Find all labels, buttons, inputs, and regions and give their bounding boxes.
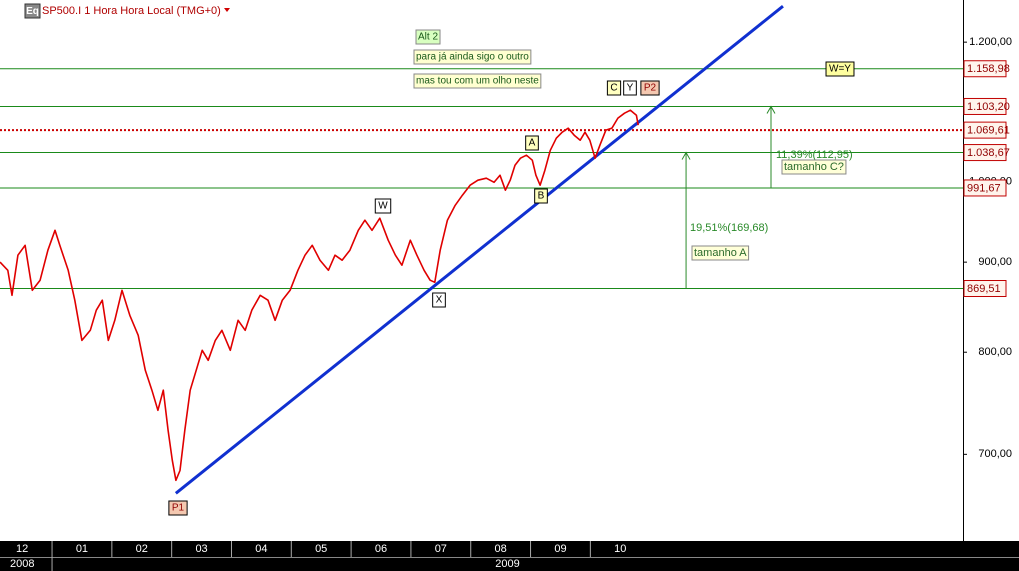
x-tick-label: 02 <box>136 543 148 555</box>
measure-label: 11,39%(112,95) <box>776 149 853 161</box>
wave-label: A <box>529 138 536 149</box>
wave-label-box <box>525 135 539 151</box>
note-box <box>413 73 542 89</box>
wave-label-box <box>534 188 548 204</box>
wave-label-box <box>374 198 392 214</box>
level-label: 869,51 <box>967 283 1001 295</box>
measure-note: tamanho C? <box>784 161 844 173</box>
wave-label: X <box>436 295 443 306</box>
y-tick-label: 800,00 <box>978 346 1012 358</box>
level-label-box <box>963 280 1007 298</box>
note-box <box>415 29 441 45</box>
level-label: 991,67 <box>967 182 1001 194</box>
x-tick-label: 10 <box>614 543 626 555</box>
measure-note: tamanho A <box>694 247 747 259</box>
arrow-head <box>681 151 691 160</box>
level-label: 1.158,98 <box>967 63 1010 75</box>
note: mas tou com um olho neste <box>416 76 539 87</box>
wave-label-box <box>168 500 188 516</box>
wave-label: Y <box>627 83 634 94</box>
x-tick-label: 01 <box>76 543 88 555</box>
level-label-box <box>963 144 1007 162</box>
measure-note-box <box>781 159 847 175</box>
level-label: 1.103,20 <box>967 101 1010 113</box>
x-tick-label: 08 <box>495 543 507 555</box>
wave-label: B <box>538 191 545 202</box>
note: Alt 2 <box>418 32 438 43</box>
note-box <box>413 49 532 65</box>
wave-label-box <box>606 80 622 96</box>
time-axis <box>0 541 1019 571</box>
price-line <box>0 109 639 482</box>
level-label: 1.069,61 <box>967 125 1010 137</box>
x-tick-label: 09 <box>554 543 566 555</box>
symbol-icon[interactable] <box>24 3 41 19</box>
x-tick-label: 03 <box>195 543 207 555</box>
year-label: 2009 <box>495 558 519 570</box>
level-label-box <box>963 60 1007 78</box>
x-tick-label: 04 <box>255 543 267 555</box>
chart-title: SP500.I 1 Hora Hora Local (TMG+0) <box>42 5 221 17</box>
wave-label-box <box>623 80 637 96</box>
level-label: 1.038,67 <box>967 147 1010 159</box>
x-tick-label: 07 <box>435 543 447 555</box>
x-tick-label: 05 <box>315 543 327 555</box>
wave-label: P1 <box>172 503 185 514</box>
wave-label: P2 <box>644 83 657 94</box>
trendline <box>174 5 784 495</box>
arrow-head <box>766 105 776 114</box>
symbol-icon-label: Eq <box>26 6 39 17</box>
wave-label: W=Y <box>829 64 851 75</box>
measure-label: 19,51%(169,68) <box>690 222 768 234</box>
plot-background <box>0 0 1019 541</box>
wave-label-box <box>640 80 660 96</box>
year-label: 2008 <box>10 558 34 570</box>
y-tick-label: 1.200,00 <box>969 36 1012 48</box>
y-tick-label: 700,00 <box>978 448 1012 460</box>
wave-label-box <box>432 292 446 308</box>
level-label-box <box>963 179 1007 197</box>
x-tick-label: 12 <box>16 543 28 555</box>
note: para já ainda sigo o outro <box>416 52 529 63</box>
level-label-box <box>963 121 1007 139</box>
wave-label-box <box>825 61 855 77</box>
measure-note-box <box>691 245 750 261</box>
y-tick-label: 900,00 <box>978 256 1012 268</box>
level-label-box <box>963 97 1007 115</box>
x-tick-label: 06 <box>375 543 387 555</box>
title-dropdown[interactable] <box>224 8 230 12</box>
wave-label: C <box>610 83 617 94</box>
wave-label: W <box>378 201 388 212</box>
